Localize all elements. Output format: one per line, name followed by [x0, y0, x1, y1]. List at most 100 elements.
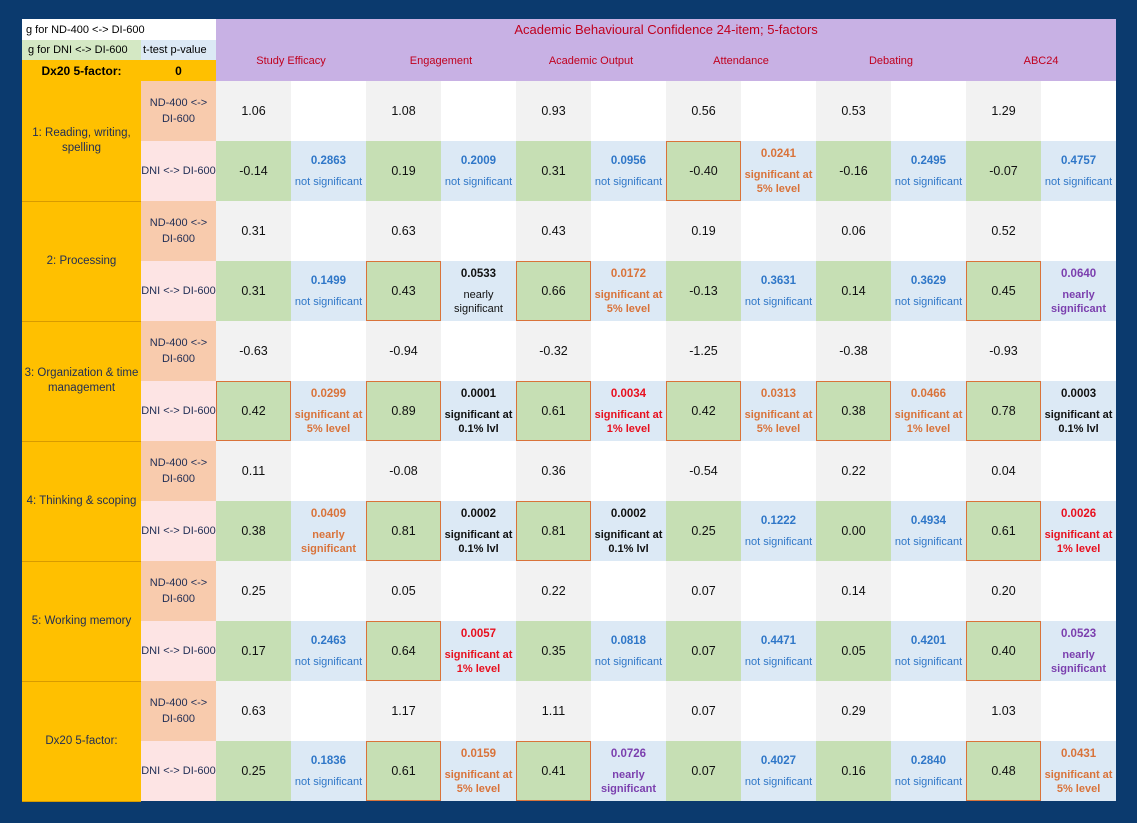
g-value-dni: 0.38: [816, 381, 891, 441]
significance-level: not significant: [744, 536, 813, 548]
blank-cell: [741, 441, 816, 501]
p-value: 0.0409: [310, 508, 347, 520]
row-label-nd: ND-400 <-> DI-600: [141, 561, 216, 621]
g-value-nd: 0.22: [816, 441, 891, 501]
significance-level: not significant: [894, 656, 963, 668]
p-value-cell: 0.0034 significant at 1% level: [591, 381, 666, 441]
row-label-nd: ND-400 <-> DI-600: [141, 441, 216, 501]
significance-level: not significant: [444, 176, 513, 188]
g-value-nd: 0.56: [666, 81, 741, 141]
g-value-nd: 0.63: [216, 681, 291, 741]
legend-p-value: t-test p-value: [141, 40, 216, 60]
blank-cell: [1041, 321, 1117, 381]
g-value-nd: 0.36: [516, 441, 591, 501]
p-value: 0.0956: [610, 155, 647, 167]
p-value-cell: 0.4471 not significant: [741, 621, 816, 681]
p-value-cell: 0.0172 significant at 5% level: [591, 261, 666, 321]
g-value-nd: 0.20: [966, 561, 1041, 621]
row-label-nd: ND-400 <-> DI-600: [141, 201, 216, 261]
p-value: 0.0026: [1060, 508, 1097, 520]
significance-level: nearly significant: [1051, 289, 1107, 315]
significance-level: not significant: [744, 296, 813, 308]
table-row-nd: 2: Processing ND-400 <-> DI-600 0.31 0.63 0.…: [22, 201, 1117, 322]
p-value-cell: 0.1499 not significant: [291, 261, 366, 321]
p-value: 0.1499: [310, 275, 347, 287]
dx-value: 0: [141, 60, 216, 81]
g-value-dni: 0.07: [666, 621, 741, 681]
significance-level: not significant: [744, 656, 813, 668]
significance-level: significant at 0.1% lvl: [594, 529, 663, 555]
significance-level: not significant: [744, 776, 813, 788]
significance-level: not significant: [894, 536, 963, 548]
significance-level: nearly significant: [300, 529, 356, 555]
table-row-dni: DNI <-> DI-600 0.38 0.0409 nearly significa…: [22, 501, 1117, 561]
blank-cell: [1041, 201, 1117, 261]
p-value: 0.0057: [460, 628, 497, 640]
row-label-dni: DNI <-> DI-600: [141, 501, 216, 561]
row-label-nd: ND-400 <-> DI-600: [141, 81, 216, 141]
table-title: Academic Behavioural Confidence 24-item;…: [216, 19, 1117, 40]
significance-level: significant at 1% level: [894, 409, 963, 435]
g-value-nd: -0.94: [366, 321, 441, 381]
p-value-cell: 0.2495 not significant: [891, 141, 966, 201]
significance-level: nearly significant: [600, 769, 656, 795]
p-value-cell: 0.4934 not significant: [891, 501, 966, 561]
p-value: 0.4934: [910, 515, 947, 527]
p-value: 0.2840: [910, 755, 947, 767]
p-value: 0.0159: [460, 748, 497, 760]
abc24-results-table: g for ND-400 <-> DI-600 Academic Behavio…: [22, 19, 1117, 802]
p-value-cell: 0.0523 nearly significant: [1041, 621, 1117, 681]
g-value-dni: 0.43: [366, 261, 441, 321]
g-value-dni: 0.45: [966, 261, 1041, 321]
significance-level: significant at 0.1% lvl: [1044, 409, 1113, 435]
g-value-nd: 0.11: [216, 441, 291, 501]
g-value-nd: 0.07: [666, 561, 741, 621]
row-label-nd: ND-400 <-> DI-600: [141, 681, 216, 741]
p-value-cell: 0.0299 significant at 5% level: [291, 381, 366, 441]
p-value-cell: 0.4201 not significant: [891, 621, 966, 681]
p-value: 0.0003: [1060, 388, 1097, 400]
table-row-dni: DNI <-> DI-600 0.42 0.0299 significant at 5…: [22, 381, 1117, 441]
p-value: 0.0313: [760, 388, 797, 400]
p-value: 0.3629: [910, 275, 947, 287]
p-value-cell: 0.0533 nearly significant: [441, 261, 516, 321]
g-value-nd: -0.08: [366, 441, 441, 501]
p-value: 0.0431: [1060, 748, 1097, 760]
blank-cell: [591, 81, 666, 141]
p-value-cell: 0.0726 nearly significant: [591, 741, 666, 801]
blank-cell: [441, 321, 516, 381]
g-value-nd: 0.25: [216, 561, 291, 621]
g-value-dni: 0.31: [216, 261, 291, 321]
g-value-nd: -0.54: [666, 441, 741, 501]
g-value-dni: 0.42: [216, 381, 291, 441]
g-value-nd: -0.93: [966, 321, 1041, 381]
table-row-nd: 1: Reading, writing, spelling ND-400 <-> …: [22, 81, 1117, 202]
significance-level: significant at 1% level: [1044, 529, 1113, 555]
g-value-dni: 0.35: [516, 621, 591, 681]
g-value-dni: 0.41: [516, 741, 591, 801]
table-row-dni: DNI <-> DI-600 0.17 0.2463 not significant 0…: [22, 621, 1117, 681]
factor-label: 4: Thinking & scoping: [22, 441, 141, 562]
g-value-dni: 0.61: [966, 501, 1041, 561]
g-value-dni: 0.31: [516, 141, 591, 201]
g-value-dni: 0.19: [366, 141, 441, 201]
g-value-dni: 0.16: [816, 741, 891, 801]
results-table: g for ND-400 <-> DI-600 Academic Behavio…: [22, 19, 1117, 802]
significance-level: not significant: [294, 296, 363, 308]
p-value: 0.2495: [910, 155, 947, 167]
p-value: 0.2863: [310, 155, 347, 167]
significance-level: significant at 0.1% lvl: [444, 409, 513, 435]
g-value-dni: -0.40: [666, 141, 741, 201]
g-value-dni: -0.07: [966, 141, 1041, 201]
g-value-dni: 0.38: [216, 501, 291, 561]
row-label-nd: ND-400 <-> DI-600: [141, 321, 216, 381]
row-label-dni: DNI <-> DI-600: [141, 621, 216, 681]
g-value-nd: 1.06: [216, 81, 291, 141]
g-value-nd: 0.93: [516, 81, 591, 141]
significance-level: not significant: [894, 296, 963, 308]
g-value-dni: 0.25: [666, 501, 741, 561]
p-value: 0.4027: [760, 755, 797, 767]
g-value-dni: 0.40: [966, 621, 1041, 681]
p-value-cell: 0.0159 significant at 5% level: [441, 741, 516, 801]
p-value-cell: 0.0466 significant at 1% level: [891, 381, 966, 441]
